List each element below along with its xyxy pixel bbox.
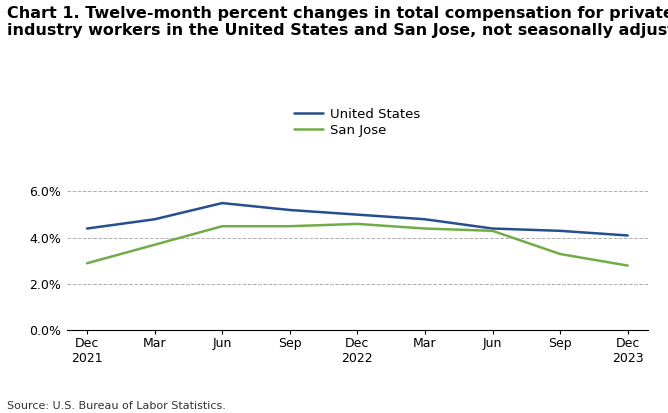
San Jose: [151, 242, 159, 247]
United States: [556, 228, 564, 233]
San Jose: [488, 228, 496, 233]
San Jose: [556, 252, 564, 256]
United States: [151, 217, 159, 222]
United States: [286, 207, 294, 212]
San Jose: [286, 224, 294, 229]
Legend: United States, San Jose: United States, San Jose: [295, 108, 420, 138]
Text: Source: U.S. Bureau of Labor Statistics.: Source: U.S. Bureau of Labor Statistics.: [7, 401, 226, 411]
San Jose: [624, 263, 632, 268]
Text: industry workers in the United States and San Jose, not seasonally adjusted: industry workers in the United States an…: [7, 23, 668, 38]
United States: [83, 226, 91, 231]
San Jose: [421, 226, 429, 231]
Text: Chart 1. Twelve-month percent changes in total compensation for private: Chart 1. Twelve-month percent changes in…: [7, 6, 668, 21]
United States: [624, 233, 632, 238]
United States: [421, 217, 429, 222]
San Jose: [83, 261, 91, 266]
United States: [353, 212, 361, 217]
Line: San Jose: San Jose: [87, 224, 628, 266]
San Jose: [218, 224, 226, 229]
Line: United States: United States: [87, 203, 628, 235]
United States: [218, 201, 226, 206]
San Jose: [353, 221, 361, 226]
United States: [488, 226, 496, 231]
